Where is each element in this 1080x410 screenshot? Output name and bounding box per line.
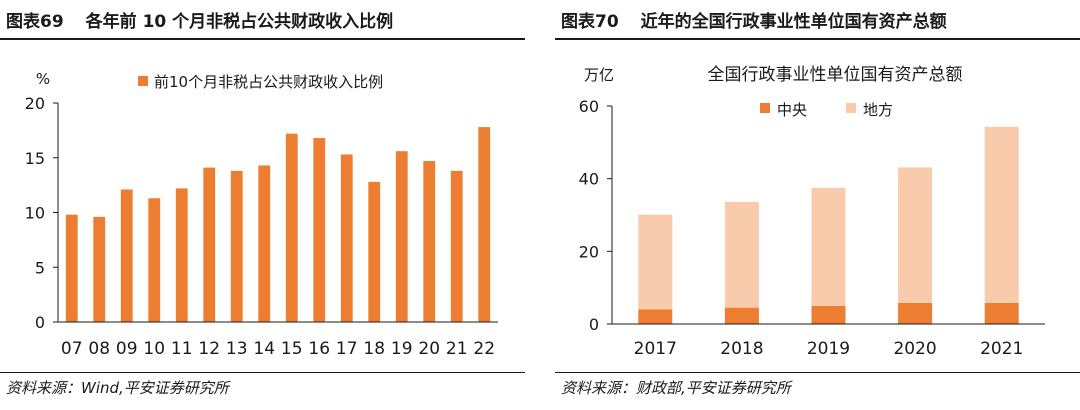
y-tick-label: 60 [579, 97, 599, 116]
y-tick-label: 20 [579, 242, 599, 261]
bar [368, 181, 381, 322]
bar [478, 127, 491, 322]
legend-swatch [846, 103, 856, 113]
x-tick-label: 15 [281, 339, 303, 359]
x-tick-label: 07 [61, 339, 83, 359]
x-tick-label: 2017 [634, 339, 677, 359]
y-tick-label: 15 [25, 149, 45, 168]
legend-swatch [138, 76, 148, 86]
bar [258, 165, 271, 322]
bar [65, 214, 78, 322]
bar [285, 133, 298, 322]
x-tick-label: 21 [446, 339, 468, 359]
y-unit-label: 万亿 [584, 66, 614, 84]
x-tick-label: 2020 [893, 339, 936, 359]
y-tick-label: 40 [579, 170, 599, 189]
x-tick-label: 2018 [720, 339, 763, 359]
y-tick-label: 0 [35, 313, 45, 332]
y-tick-label: 5 [35, 258, 45, 277]
legend-label: 前10个月非税占公共财政收入比例 [154, 73, 383, 91]
legend-label: 地方 [863, 101, 893, 119]
left-source-rule [0, 372, 525, 373]
x-tick-label: 19 [391, 339, 413, 359]
bar [395, 151, 408, 322]
right-figure-panel: 图表70 近年的全国行政事业性单位国有资产总额 万亿 全国行政事业性单位国有资产总额… [555, 0, 1080, 410]
left-figure-panel: 图表69 各年前 10 个月非税占公共财政收入比例 % 0 5 10 15 20 07 08 09… [0, 0, 525, 410]
bar-segment-local [811, 187, 846, 306]
left-title-rule [0, 38, 525, 40]
right-title-rule [555, 38, 1080, 40]
left-figure-caption: 各年前 10 个月非税占公共财政收入比例 [85, 12, 394, 32]
x-tick-label: 13 [226, 339, 248, 359]
legend-label: 中央 [777, 101, 807, 119]
x-tick-label: 22 [473, 339, 495, 359]
x-tick-label: 2019 [807, 339, 850, 359]
bar [340, 154, 353, 322]
bar-segment-central [638, 309, 673, 324]
left-source-note: 资料来源：Wind,平安证券研究所 [6, 379, 229, 397]
x-tick-label: 17 [336, 339, 358, 359]
bar-segment-local [724, 201, 759, 308]
x-tick-label: 16 [308, 339, 330, 359]
bar-segment-local [638, 214, 673, 310]
y-tick-label: 0 [589, 315, 599, 334]
bar [93, 216, 106, 322]
right-stacked-bar-chart: 万亿 全国行政事业性单位国有资产总额 0 20 40 60 2017 2018 2019 2020… [579, 65, 1045, 359]
legend-swatch [760, 103, 770, 113]
y-unit-label: % [36, 70, 50, 88]
x-tick-label: 14 [253, 339, 275, 359]
bar [423, 161, 436, 322]
bar-segment-central [898, 302, 933, 324]
x-tick-label: 08 [88, 339, 110, 359]
bar [313, 138, 326, 322]
bar-segment-central [724, 307, 759, 324]
right-figure-label: 图表70 [561, 12, 619, 32]
left-figure-label: 图表69 [6, 12, 64, 32]
y-tick-label: 10 [25, 204, 45, 223]
x-tick-label: 18 [363, 339, 385, 359]
x-tick-label: 09 [116, 339, 138, 359]
right-source-note: 资料来源：财政部,平安证券研究所 [561, 379, 791, 397]
x-tick-label: 2021 [980, 339, 1023, 359]
right-figure-caption: 近年的全国行政事业性单位国有资产总额 [640, 12, 947, 32]
left-figure-title: 图表69 各年前 10 个月非税占公共财政收入比例 [6, 7, 393, 32]
x-tick-label: 12 [198, 339, 220, 359]
x-tick-label: 10 [143, 339, 165, 359]
bar [230, 170, 243, 322]
bar [120, 189, 133, 322]
x-tick-label: 11 [171, 339, 193, 359]
bar-segment-central [984, 302, 1019, 324]
y-tick-label: 20 [25, 94, 45, 113]
bar [203, 167, 216, 322]
bar [175, 188, 188, 322]
bar-segment-local [984, 126, 1019, 303]
bar [450, 170, 463, 322]
bar [148, 198, 161, 322]
right-figure-title: 图表70 近年的全国行政事业性单位国有资产总额 [561, 7, 947, 32]
bar-segment-central [811, 305, 846, 324]
bar-segment-local [898, 167, 933, 303]
right-source-rule [555, 372, 1080, 373]
x-tick-label: 20 [418, 339, 440, 359]
chart-title: 全国行政事业性单位国有资产总额 [708, 65, 963, 85]
